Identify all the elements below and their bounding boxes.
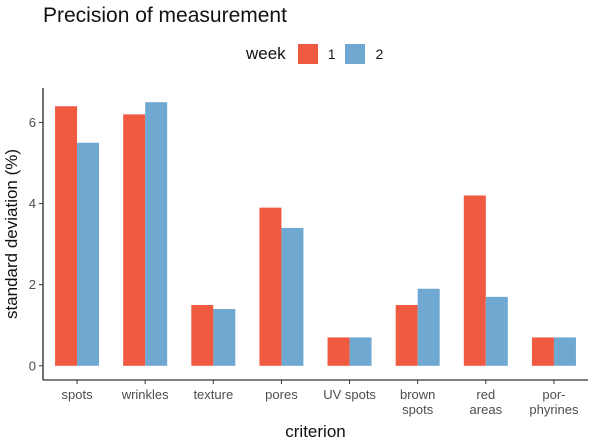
- legend-key-week-2: [345, 44, 366, 64]
- bar-week-1-por-phyrines: [531, 337, 554, 366]
- legend-item-week-2: 2: [345, 44, 383, 64]
- y-tick-label-6: 6: [29, 115, 36, 130]
- bar-week-2-red-areas: [485, 296, 508, 366]
- bar-week-1-wrinkles: [123, 114, 146, 366]
- bar-week-2-wrinkles: [145, 102, 168, 366]
- bar-week-1-red-areas: [463, 195, 486, 366]
- x-axis-title: criterion: [285, 422, 345, 441]
- legend-title: week: [246, 44, 286, 63]
- x-tick-label-uv-spots: UV spots: [323, 387, 376, 402]
- legend-item-week-1: 1: [297, 44, 336, 64]
- bar-week-2-uv-spots: [349, 337, 372, 366]
- x-tick-label-wrinkles: wrinkles: [121, 387, 169, 402]
- bar-week-1-pores: [259, 207, 282, 366]
- bar-week-2-brown-spots: [417, 288, 440, 366]
- bar-week-1-spots: [55, 106, 78, 366]
- y-tick-label-0: 0: [29, 358, 36, 373]
- legend: week 1 2: [246, 42, 393, 66]
- y-tick-label-4: 4: [29, 196, 36, 211]
- x-tick-label-spots: spots: [62, 387, 94, 402]
- bar-week-2-spots: [77, 142, 100, 366]
- bar-week-1-brown-spots: [395, 304, 418, 366]
- y-axis-title: standard deviation (%): [2, 149, 21, 319]
- x-tick-label-pores: pores: [265, 387, 298, 402]
- bar-week-2-por-phyrines: [553, 337, 576, 366]
- x-tick-label-red-areas: red areas: [470, 387, 503, 417]
- legend-label-week-1: 1: [327, 46, 336, 62]
- legend-label-week-2: 2: [375, 46, 384, 62]
- x-tick-label-por-phyrines: por-phyrines: [529, 387, 579, 417]
- bar-week-1-texture: [191, 304, 214, 366]
- legend-key-week-1: [297, 44, 318, 64]
- x-tick-label-brown-spots: brown spots: [400, 387, 435, 417]
- chart-title: Precision of measurement: [43, 4, 287, 27]
- y-tick-label-2: 2: [29, 277, 36, 292]
- bar-week-2-texture: [213, 309, 236, 366]
- x-tick-label-texture: texture: [193, 387, 233, 402]
- bar-week-1-uv-spots: [327, 337, 350, 366]
- bar-week-2-pores: [281, 227, 304, 366]
